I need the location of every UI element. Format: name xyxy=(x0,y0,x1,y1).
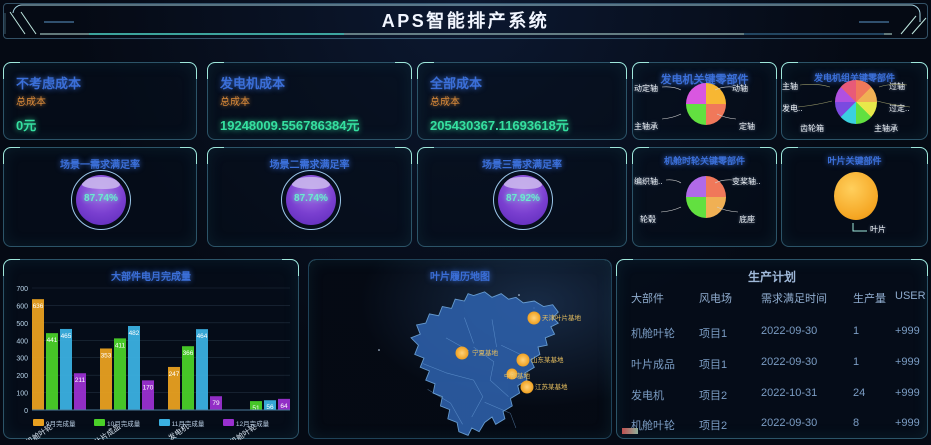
svg-text:天津叶片基地: 天津叶片基地 xyxy=(542,313,582,322)
svg-text:500: 500 xyxy=(16,321,28,328)
svg-text:247: 247 xyxy=(169,371,180,378)
svg-text:353: 353 xyxy=(101,352,112,359)
svg-text:464: 464 xyxy=(197,333,208,340)
svg-text:山东某基地: 山东某基地 xyxy=(531,355,564,364)
svg-text:79: 79 xyxy=(212,400,220,407)
svg-text:366: 366 xyxy=(183,350,194,357)
svg-text:482: 482 xyxy=(129,330,140,337)
svg-text:700: 700 xyxy=(16,286,28,293)
svg-text:636: 636 xyxy=(33,303,44,310)
svg-text:465: 465 xyxy=(61,333,72,340)
svg-text:211: 211 xyxy=(75,377,86,384)
svg-text:64: 64 xyxy=(280,403,288,410)
svg-text:170: 170 xyxy=(143,384,154,391)
svg-text:51: 51 xyxy=(252,405,260,412)
svg-text:中部基地: 中部基地 xyxy=(504,371,531,380)
svg-text:100: 100 xyxy=(16,391,28,398)
svg-text:400: 400 xyxy=(16,338,28,345)
svg-text:441: 441 xyxy=(47,337,58,344)
svg-text:200: 200 xyxy=(16,373,28,380)
svg-text:600: 600 xyxy=(16,303,28,310)
svg-text:宁夏基地: 宁夏基地 xyxy=(472,348,499,357)
svg-text:江苏某基地: 江苏某基地 xyxy=(535,382,568,391)
svg-text:300: 300 xyxy=(16,356,28,363)
svg-text:411: 411 xyxy=(115,342,126,349)
